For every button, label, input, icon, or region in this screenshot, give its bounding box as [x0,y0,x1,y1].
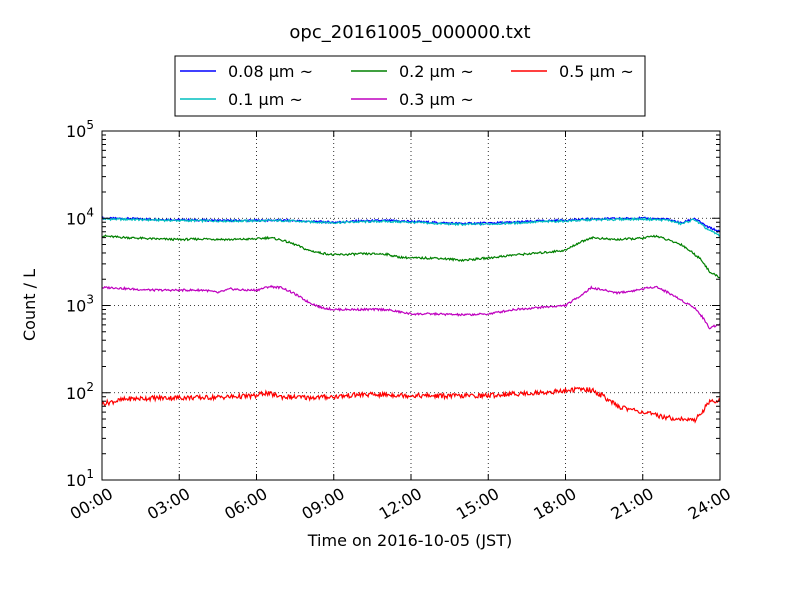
x-tick-label: 21:00 [607,484,656,524]
grid [102,131,720,480]
legend-label: 0.1 μm ~ [228,90,303,109]
legend-label: 0.5 μm ~ [559,62,634,81]
x-tick-label: 09:00 [298,484,347,524]
series-line [101,386,721,424]
y-tick-label: 102 [66,380,94,403]
series-line [101,284,721,330]
y-axis-label: Count / L [20,269,39,341]
y-tick-label: 103 [66,293,94,316]
y-tick-label: 105 [66,118,94,141]
legend-label: 0.3 μm ~ [399,90,474,109]
x-tick-label: 18:00 [530,484,579,524]
x-axis-label: Time on 2016-10-05 (JST) [307,531,512,550]
legend: 0.08 μm ~ 0.1 μm ~ 0.2 μm ~ 0.3 μm ~ 0.5 μm … [174,55,646,117]
x-tick-label: 03:00 [144,484,193,524]
legend-label: 0.2 μm ~ [399,62,474,81]
x-tick-label: 24:00 [685,484,734,524]
y-tick-label: 104 [66,205,94,228]
legend-label: 0.08 μm ~ [228,62,313,81]
series-line [101,216,721,237]
chart-title: opc_20161005_000000.txt [289,22,530,43]
series-line [102,234,721,279]
legend-box [174,55,646,117]
series-lines [101,215,721,424]
axis-ticks: 00:00 03:00 06:00 09:00 12:00 15:00 18:00 21:00… [66,118,734,524]
y-tick-label: 101 [66,467,94,490]
x-tick-label: 12:00 [376,484,425,524]
x-tick-label: 06:00 [221,484,270,524]
x-tick-label: 15:00 [453,484,502,524]
